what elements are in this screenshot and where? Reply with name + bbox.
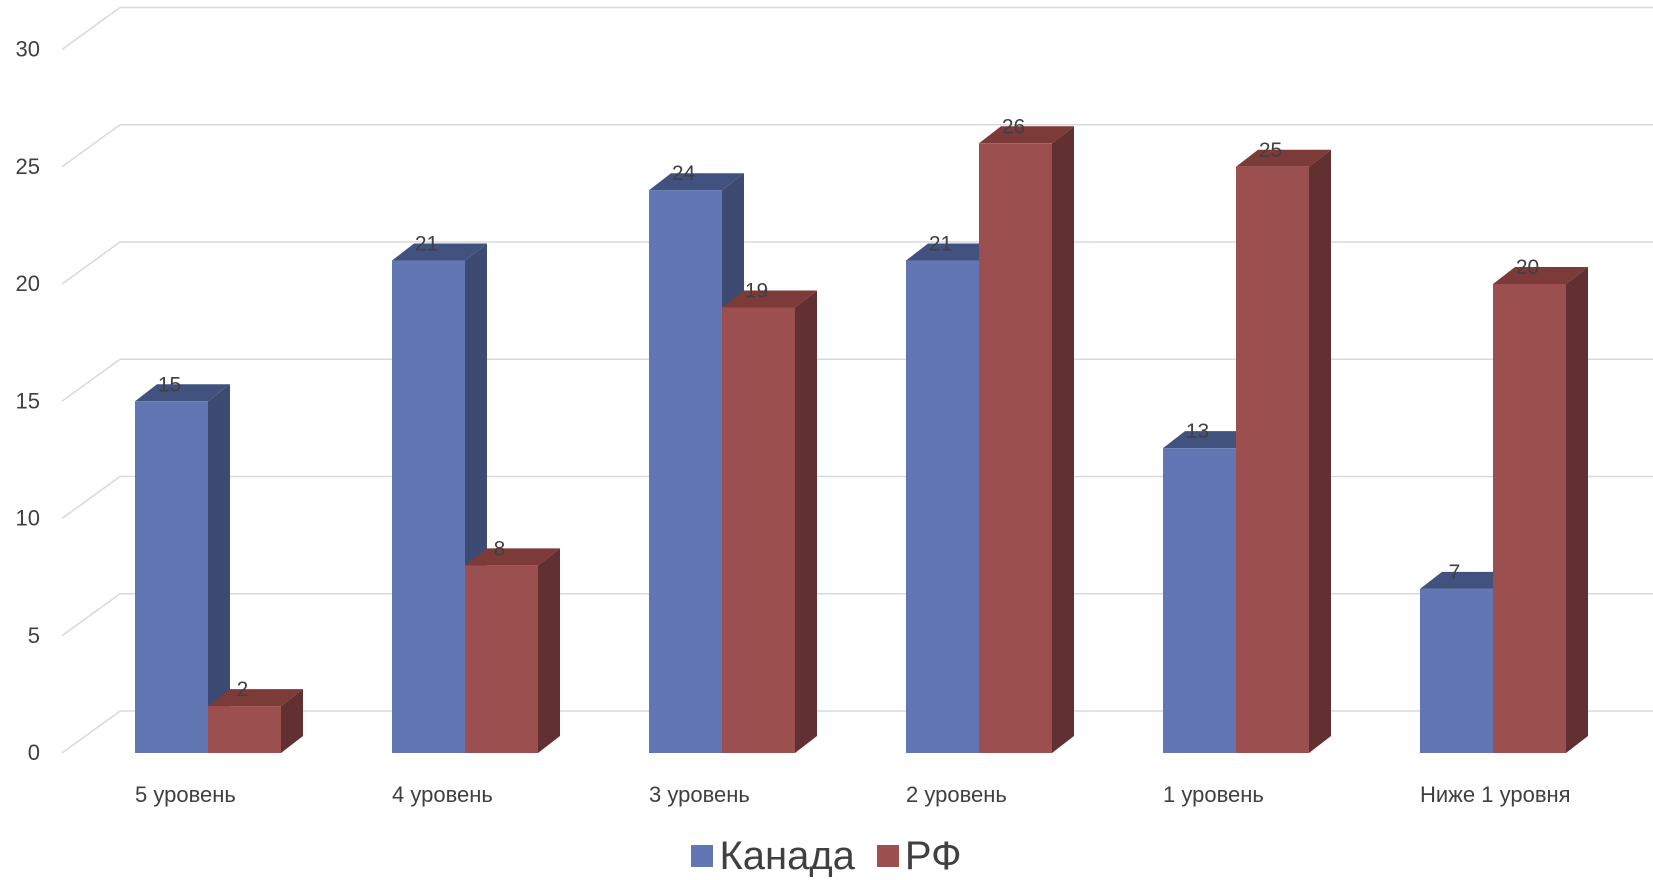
- x-tick-label: 3 уровень: [649, 782, 750, 807]
- legend-swatch-rf: [876, 845, 899, 867]
- bar-front: [979, 143, 1052, 754]
- bar-rf-4: [1236, 149, 1331, 753]
- bar-front: [135, 401, 208, 753]
- gridline-group: [61, 475, 1653, 520]
- gridline-group: [61, 593, 1653, 637]
- bar-rf-2: [722, 290, 817, 753]
- bar-top: [979, 126, 1074, 144]
- data-label: 21: [929, 233, 952, 256]
- bar-top: [722, 290, 817, 308]
- bar-front: [392, 260, 465, 753]
- data-label: 15: [158, 373, 181, 396]
- legend: Канада РФ: [0, 836, 1653, 876]
- gridline-diagonal: [61, 593, 121, 637]
- y-tick-label: 0: [28, 740, 40, 765]
- x-tick-label: 2 уровень: [906, 782, 1007, 807]
- bar-front: [208, 706, 281, 753]
- y-tick-label: 25: [16, 154, 40, 179]
- bar-rf-5: [1493, 267, 1588, 753]
- gridline-diagonal: [61, 475, 121, 520]
- x-tick-label: Ниже 1 уровня: [1420, 782, 1571, 807]
- bar-front: [649, 190, 722, 753]
- data-label: 7: [1449, 561, 1461, 584]
- gridline-diagonal: [61, 241, 121, 285]
- bar-side: [1052, 126, 1074, 754]
- data-label: 8: [494, 537, 506, 560]
- bar-front: [722, 307, 795, 753]
- bar-top: [1493, 267, 1588, 284]
- data-label: 19: [745, 279, 768, 302]
- bar-front: [465, 565, 538, 753]
- gridline-group: [61, 358, 1653, 402]
- bar-top: [392, 243, 487, 261]
- gridline-group: [61, 124, 1653, 168]
- gridline-group: [61, 241, 1653, 285]
- data-label: 13: [1186, 420, 1209, 443]
- data-label: 26: [1002, 115, 1025, 138]
- bar-side: [281, 689, 303, 753]
- bar-chart: 0 5 10 15 20 25 30 15 2 21 8 24 19 21 26 13 25 7 20 5 урове…: [16, 6, 1653, 807]
- bar-top: [135, 384, 230, 402]
- bar-top: [465, 548, 560, 566]
- bar-rf-1: [465, 548, 560, 753]
- data-label: 21: [415, 233, 438, 256]
- bar-front: [1236, 166, 1309, 753]
- gridline-diagonal: [61, 124, 121, 168]
- data-label: 24: [672, 162, 696, 185]
- bar-top: [906, 243, 1001, 261]
- gridline-diagonal: [61, 6, 121, 51]
- data-label: 25: [1259, 139, 1282, 162]
- y-tick-label: 20: [16, 271, 40, 296]
- bar-front: [1493, 284, 1566, 753]
- bar-front: [1163, 448, 1236, 753]
- bar-side: [208, 384, 230, 753]
- y-tick-label: 10: [16, 506, 40, 531]
- bar-top: [1236, 149, 1331, 167]
- data-label: 20: [1516, 256, 1539, 279]
- legend-item-canada: Канада: [691, 834, 855, 878]
- bar-side: [795, 290, 817, 753]
- bar-top: [1163, 431, 1258, 449]
- x-tick-label: 5 уровень: [135, 782, 236, 807]
- bar-top: [649, 173, 744, 191]
- bar-top: [1420, 571, 1515, 589]
- legend-item-rf: РФ: [876, 834, 962, 878]
- legend-swatch-canada: [691, 845, 714, 867]
- data-label: 2: [237, 678, 249, 701]
- y-tick-label: 5: [28, 623, 40, 648]
- bar-side: [1309, 149, 1331, 753]
- bar-rf-0: [208, 689, 303, 753]
- gridline-group: [61, 710, 1653, 754]
- bar-side: [538, 548, 560, 753]
- bar-front: [1420, 588, 1493, 753]
- bar-canada-0: [135, 384, 230, 753]
- bar-front: [906, 260, 979, 753]
- x-tick-label: 1 уровень: [1163, 782, 1264, 807]
- legend-label-rf: РФ: [904, 834, 962, 878]
- x-tick-label: 4 уровень: [392, 782, 493, 807]
- y-tick-label: 15: [16, 388, 40, 413]
- gridline-group: [61, 6, 1653, 51]
- y-tick-label: 30: [16, 37, 40, 62]
- gridline-diagonal: [61, 710, 121, 754]
- legend-label-canada: Канада: [719, 834, 855, 878]
- bar-top: [208, 689, 303, 707]
- gridline-diagonal: [61, 358, 121, 402]
- bar-side: [1566, 267, 1588, 753]
- bar-rf-3: [979, 126, 1074, 754]
